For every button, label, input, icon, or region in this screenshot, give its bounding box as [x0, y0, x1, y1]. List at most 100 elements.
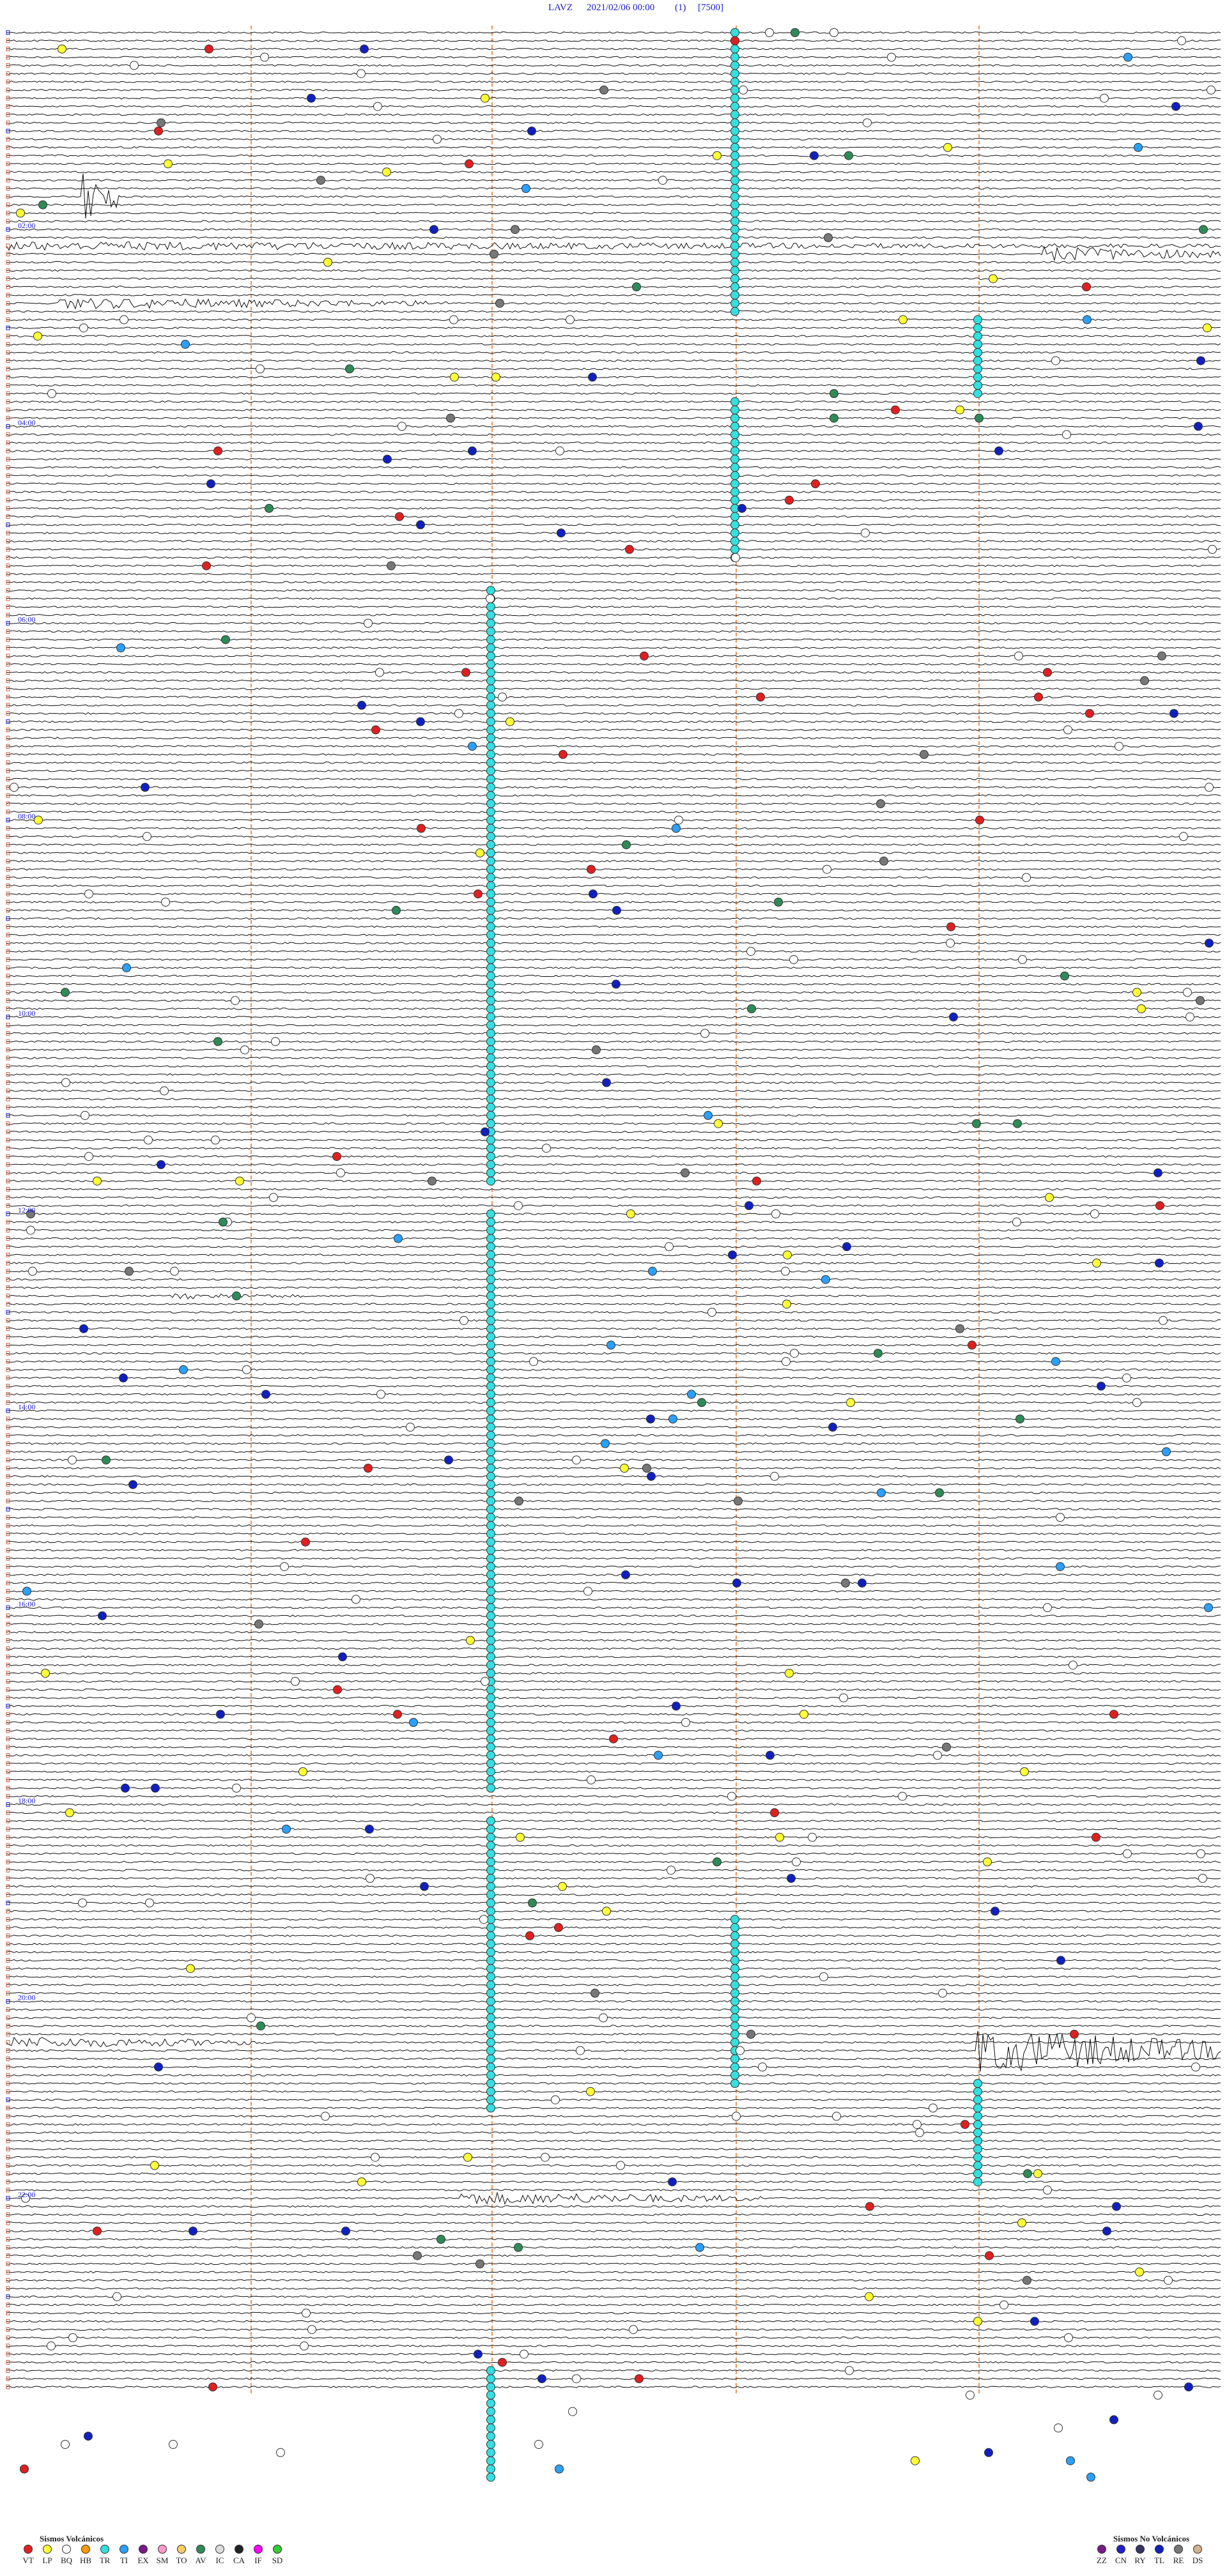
legend-title: Sismos Volcánicos [40, 2534, 104, 2543]
trace [6, 105, 1221, 108]
event-marker [486, 979, 495, 989]
event-marker [935, 1488, 944, 1498]
event-marker [486, 963, 495, 972]
event-marker [730, 2054, 739, 2064]
event-marker [730, 290, 739, 300]
row-tick [6, 2352, 10, 2357]
hour-label: 02:00 [18, 221, 35, 230]
row-tick [6, 1039, 10, 1044]
trace [6, 737, 1221, 740]
event-marker [913, 2120, 922, 2129]
trace [6, 1926, 1221, 1929]
trace [6, 1155, 1221, 1158]
trace [6, 2271, 1221, 2274]
event-marker [942, 1742, 951, 1752]
event-marker [486, 1373, 495, 1383]
trace [6, 1991, 1221, 1995]
event-marker [620, 1464, 629, 1473]
event-marker [491, 372, 500, 382]
event-marker [955, 1324, 964, 1333]
trace [6, 326, 1221, 330]
trace [6, 1425, 1221, 1429]
event-marker [730, 176, 739, 185]
trace [6, 638, 1221, 641]
event-marker [486, 947, 495, 956]
legend-swatch [1116, 2545, 1125, 2554]
hour-label: 14:00 [18, 1402, 35, 1411]
event-marker [1063, 725, 1072, 735]
trace [6, 2140, 1221, 2142]
event-marker [642, 1464, 651, 1473]
legend-code: EX [137, 2556, 149, 2565]
event-marker [557, 528, 566, 538]
event-marker [486, 1660, 495, 1670]
legend-code: RE [1173, 2556, 1184, 2565]
event-marker [785, 1669, 794, 1678]
trace [6, 1384, 1221, 1388]
legend-code: SM [157, 2556, 169, 2565]
event-marker [1198, 1874, 1207, 1883]
event-marker [730, 134, 739, 144]
trace [6, 1729, 1221, 1732]
trace [6, 211, 1221, 215]
event-marker [514, 2242, 523, 2252]
event-marker [486, 799, 495, 808]
event-marker [730, 266, 739, 275]
event-marker [1115, 742, 1123, 751]
trace [6, 1967, 1221, 1970]
event-marker [810, 151, 819, 160]
event-marker [211, 1135, 220, 1145]
event-marker [486, 1422, 495, 1432]
row-tick [6, 1121, 10, 1126]
legend-swatch [273, 2545, 282, 2554]
legend-swatch [158, 2545, 167, 2554]
trace [6, 1786, 1221, 1790]
event-marker [486, 1669, 495, 1678]
event-marker [646, 1414, 655, 1423]
row-tick [6, 1843, 10, 1848]
row-tick [6, 908, 10, 913]
trace [6, 1073, 1221, 1076]
trace [6, 769, 1221, 772]
trace [6, 1130, 1221, 1133]
row-tick [6, 309, 10, 314]
event-marker [756, 693, 765, 702]
event-marker [474, 2349, 482, 2359]
event-marker [486, 2464, 495, 2474]
event-marker [486, 1751, 495, 1760]
trace [6, 261, 1221, 264]
trace [6, 1064, 1221, 1068]
event-marker [486, 2432, 495, 2441]
hour-label: 08:00 [18, 812, 35, 821]
row-tick [6, 1572, 10, 1577]
event-marker [730, 1915, 739, 1924]
trace [6, 1713, 1221, 1716]
event-marker [1112, 2202, 1121, 2211]
event-marker [973, 2317, 982, 2326]
event-marker [22, 1586, 31, 1596]
event-marker [47, 389, 56, 398]
event-marker [865, 2292, 874, 2301]
event-marker [486, 1406, 495, 1416]
event-marker [587, 1775, 596, 1784]
event-marker [486, 1176, 495, 1186]
event-marker [364, 618, 373, 628]
event-marker [730, 438, 739, 447]
row-tick [6, 1023, 10, 1028]
legend-code: VT [22, 2556, 33, 2565]
event-marker [486, 766, 495, 776]
row-tick [6, 1597, 10, 1602]
row-tick [6, 1556, 10, 1561]
event-marker [240, 1045, 249, 1055]
event-marker [486, 2054, 495, 2064]
event-marker [973, 323, 982, 333]
event-marker [973, 2079, 982, 2088]
row-tick [6, 571, 10, 576]
event-marker [433, 134, 442, 144]
trace [6, 2320, 1221, 2323]
event-marker [486, 1094, 495, 1104]
event-marker [730, 142, 739, 152]
row-tick [6, 2188, 10, 2193]
trace [6, 1614, 1221, 1617]
